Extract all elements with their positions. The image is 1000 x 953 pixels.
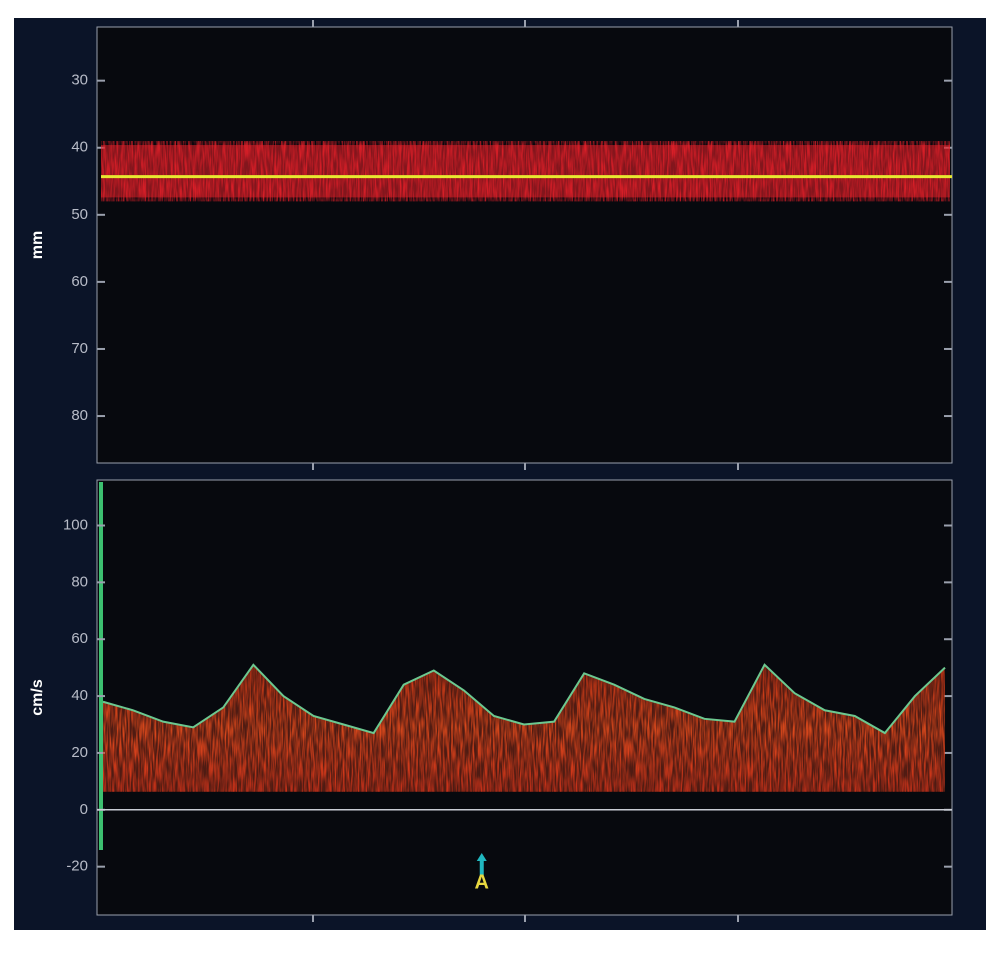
- y-tick-label: 40: [71, 139, 88, 156]
- y-tick-label: 0: [80, 801, 88, 818]
- panel-doppler: [96, 479, 953, 916]
- y-tick-label: 60: [71, 273, 88, 290]
- y-tick-label: 80: [71, 573, 88, 590]
- annotation-arrow: [476, 853, 487, 875]
- y-tick-label: 80: [71, 407, 88, 424]
- envelope: [102, 663, 946, 735]
- x-ticks: [312, 20, 739, 922]
- y-tick-label: 50: [71, 206, 88, 223]
- y-tick-label: 70: [71, 340, 88, 357]
- annotation: A: [475, 871, 489, 893]
- y-tick-label: -20: [66, 858, 88, 875]
- y-axis-label: mm: [29, 231, 46, 259]
- y-tick-label: 100: [63, 516, 88, 533]
- tissue-band-core: [101, 145, 950, 198]
- spectrum-glow: [103, 664, 945, 792]
- panel-mmode: [96, 26, 953, 464]
- y-tick-label: 20: [71, 744, 88, 761]
- y-tick-label: 60: [71, 630, 88, 647]
- y-axis-label: cm/s: [29, 679, 46, 716]
- spectrum: [103, 664, 945, 792]
- y-tick-label: 40: [71, 687, 88, 704]
- y-tick-label: 30: [71, 72, 88, 89]
